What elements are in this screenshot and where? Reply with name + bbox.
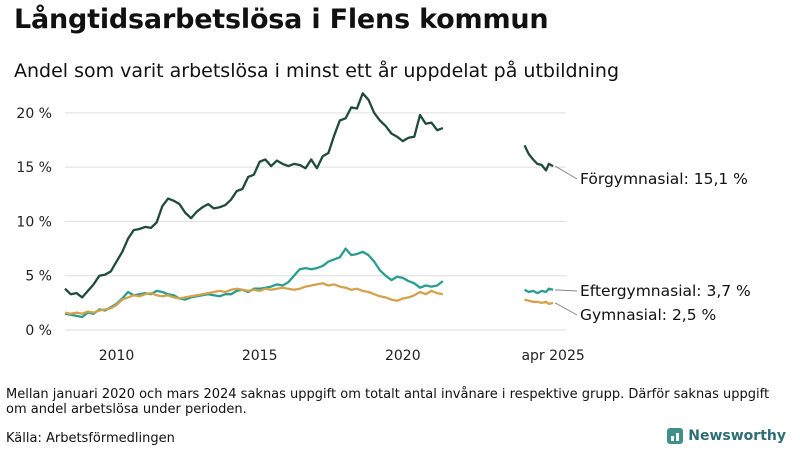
footnote: Mellan januari 2020 och mars 2024 saknas… [6,387,770,417]
x-tick-label: 2015 [242,348,278,364]
series-lines [64,92,554,319]
series-line-eftergymnasial-0 [64,247,444,319]
source-note: Källa: Arbetsförmedlingen [6,431,175,446]
chart-title: Långtidsarbetslösa i Flens kommun [14,4,549,35]
series-line-förgymnasial-0 [64,92,444,299]
gridlines [65,112,566,331]
series-line-eftergymnasial-1 [523,287,554,295]
x-tick-label: apr 2025 [521,348,584,364]
brand-logo: Newsworthy [667,428,786,444]
y-tick-label: 20 % [16,106,52,122]
y-tick-label: 0 % [25,323,52,339]
y-tick-label: 5 % [25,269,52,285]
bar-chart-icon [667,428,684,444]
end-label-connector [555,289,578,292]
y-tick-label: 10 % [16,214,52,230]
end-labels: Förgymnasial: 15,1 % Eftergymnasial: 3,7 … [554,165,751,324]
end-label-förgymnasial: Förgymnasial: 15,1 % [580,170,748,188]
y-tick-label: 15 % [16,160,52,176]
end-label-connector [554,302,578,316]
line-chart: 0 %5 %10 %15 %20 % 2010 2015 2020 apr 2025 … [16,92,751,364]
series-line-gymnasial-1 [524,298,554,306]
series-line-gymnasial-0 [64,282,444,315]
y-axis: 0 % 5 % 10 % 15 % 20 % [16,106,52,339]
x-axis: 2010 2015 2020 apr 2025 [99,348,585,364]
x-tick-label: 2010 [99,348,135,364]
chart-subtitle: Andel som varit arbetslösa i minst ett å… [14,60,620,82]
end-label-connector [554,165,578,180]
brand-name: Newsworthy [688,428,786,444]
end-label-eftergymnasial: Eftergymnasial: 3,7 % [580,282,751,300]
series-line-förgymnasial-1 [523,144,554,172]
x-tick-label: 2020 [385,348,421,364]
end-label-gymnasial: Gymnasial: 2,5 % [580,306,716,324]
